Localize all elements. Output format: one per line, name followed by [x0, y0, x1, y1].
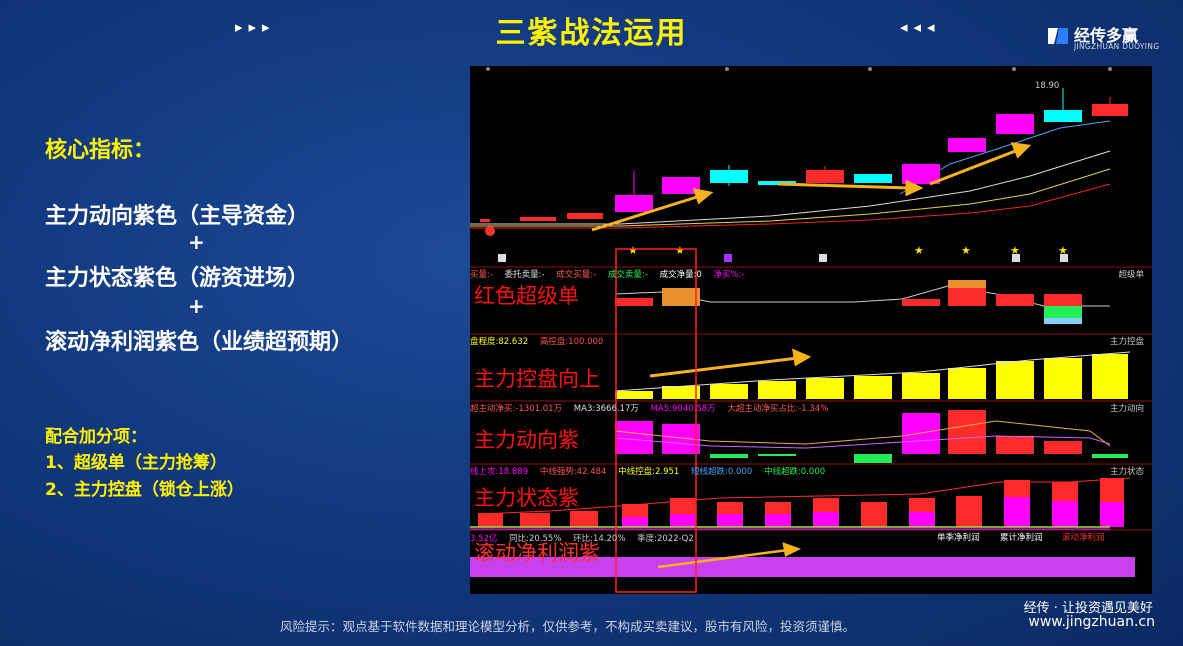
svg-text:★: ★ — [628, 244, 638, 257]
bonus-item-2: 2、主力控盘（锁仓上涨） — [45, 480, 244, 500]
panel3-overlay: 主力动向紫 — [474, 428, 579, 452]
indicator-line-2: 主力状态紫色（游资进场） — [45, 266, 310, 291]
core-title: 核心指标： — [45, 138, 156, 163]
logo-name: 经传多赢 — [1074, 26, 1139, 45]
bonus-title: 配合加分项： — [45, 427, 147, 447]
svg-text:★: ★ — [1058, 244, 1068, 257]
panel3-headers: 超主动净买:-1301.01万 MA3:3666.17万 MA5:9040.58… — [470, 404, 829, 414]
logo-mark-icon — [1048, 28, 1068, 44]
svg-text:★: ★ — [914, 244, 924, 257]
panel2-headers: 盘程度:82.632 高控盘:100.000 — [470, 337, 604, 347]
panel1-overlay: 红色超级单 — [474, 284, 579, 308]
panel4-overlay: 主力状态紫 — [474, 486, 579, 510]
tab-cumulative-profit[interactable]: 累计净利润 — [1000, 533, 1043, 543]
arrows-right-icon: ◂◂◂ — [900, 18, 941, 36]
panel2-title: 主力控盘 — [1109, 337, 1144, 347]
chart-canvas: ★ ★ ★ ★ ★ ★ — [470, 67, 1152, 593]
stock-chart[interactable]: ★ ★ ★ ★ ★ ★ — [470, 66, 1152, 594]
svg-text:★: ★ — [675, 244, 685, 257]
indicator-line-3: 滚动净利润紫色（业绩超预期） — [45, 330, 354, 355]
svg-text:★: ★ — [1010, 244, 1020, 257]
panel4-title: 主力状态 — [1109, 467, 1144, 477]
panel3-title: 主力动向 — [1109, 404, 1144, 414]
panel2-overlay: 主力控盘向上 — [474, 367, 600, 391]
tab-rolling-profit[interactable]: 滚动净利润 — [1062, 533, 1105, 543]
arrows-left-icon: ▸▸▸ — [235, 18, 276, 36]
panel4-headers: 线上攻:18.889 中线强势:42.484 中线控盘:2.951 短线超跌:0… — [470, 467, 826, 477]
risk-disclaimer: 风险提示：观点基于软件数据和理论模型分析，仅供参考，不构成买卖建议，股市有风险，… — [280, 619, 856, 634]
indicator-line-1: 主力动向紫色（主导资金） — [45, 204, 310, 229]
panel5-headers: 3.52亿 同比:20.55% 环比:14.20% 季度:2022-Q2 — [470, 534, 694, 544]
plus-2: + — [188, 294, 205, 318]
plus-1: + — [188, 230, 205, 254]
panel1-title: 超级单 — [1118, 270, 1144, 280]
slogan: 经传 · 让投资遇见美好 — [1023, 601, 1153, 616]
tab-quarterly-profit[interactable]: 单季净利润 — [937, 533, 980, 543]
website-link[interactable]: www.jingzhuan.cn — [1028, 614, 1155, 630]
page-title: 三紫战法运用 — [495, 16, 688, 51]
panel5-overlay: 滚动净利润紫 — [474, 541, 600, 565]
logo-en: JINGZHUAN DUOYING — [1074, 42, 1160, 51]
bonus-item-1: 1、超级单（主力抢筹） — [45, 453, 227, 473]
panel1-headers: 买量:- 委托卖量:- 成交买量:- 成交卖量:- 成交净量:0 净买%:- — [470, 270, 745, 280]
svg-text:★: ★ — [961, 244, 971, 257]
price-label: 18.90 — [1035, 81, 1060, 91]
logo: 经传多赢 JINGZHUAN DUOYING — [1046, 22, 1166, 52]
